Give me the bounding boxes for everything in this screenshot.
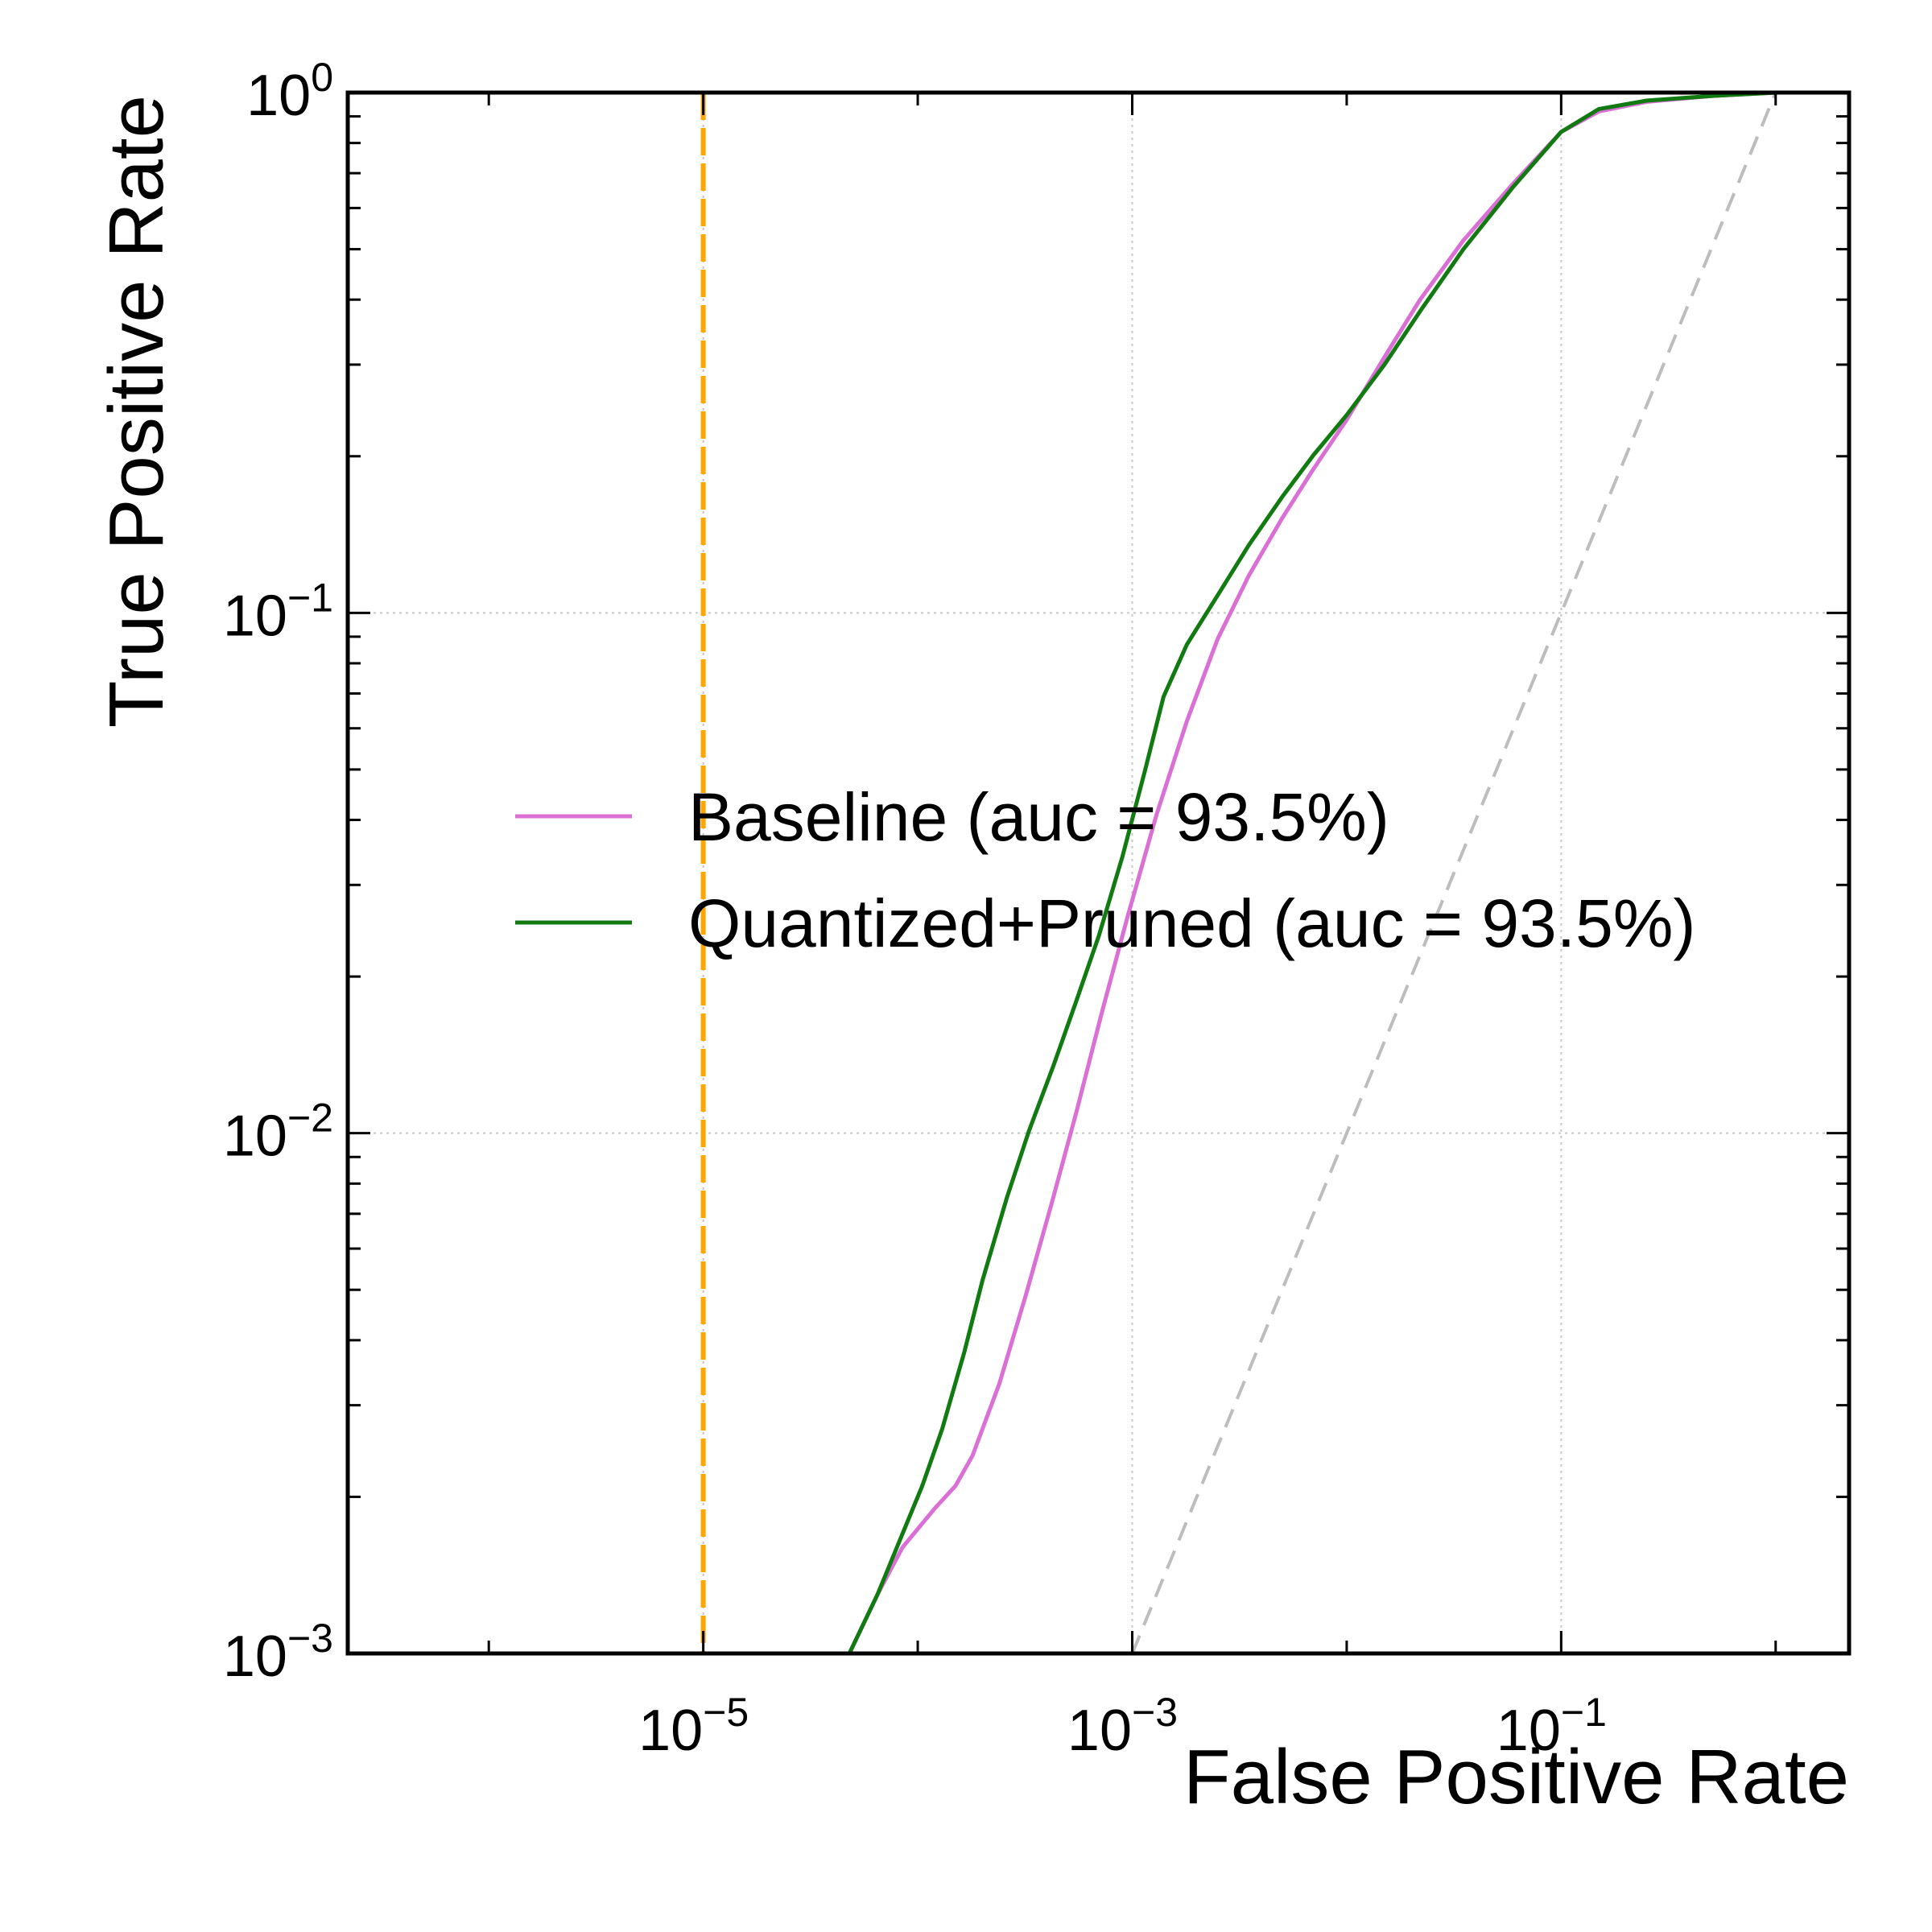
tick-marks: [348, 91, 1849, 1655]
x-tick-label: 10−3: [1067, 1690, 1178, 1763]
grid-lines: [348, 92, 1849, 1654]
legend-label-quantized-pruned: Quantized+Pruned (auc = 93.5%): [688, 886, 1695, 961]
plot-frame: [345, 90, 1852, 1656]
y-tick-labels: 10−3 10−2 10−1 100: [223, 55, 333, 1689]
x-tick-label: 10−1: [1496, 1690, 1607, 1763]
y-tick-label: 10−3: [223, 1616, 333, 1689]
x-tick-labels: 10−5 10−3 10−1: [638, 1690, 1607, 1763]
y-tick-label: 100: [246, 55, 333, 128]
random-chance-diagonal: [1130, 92, 1777, 1654]
legend-label-baseline: Baseline (auc = 93.5%): [688, 779, 1389, 855]
y-axis-label: True Positive Rate: [93, 95, 180, 728]
reference-lines: [700, 92, 1777, 1654]
series-line-1: [847, 90, 1776, 1655]
y-tick-label: 10−2: [223, 1096, 333, 1169]
x-tick-label: 10−5: [638, 1690, 749, 1763]
series-lines: [847, 90, 1776, 1655]
legend: Baseline (auc = 93.5%) Quantized+Pruned …: [515, 779, 1695, 961]
series-line-0: [847, 90, 1776, 1655]
x-axis-label: False Positive Rate: [1183, 1734, 1849, 1820]
y-tick-label: 10−1: [223, 575, 333, 648]
